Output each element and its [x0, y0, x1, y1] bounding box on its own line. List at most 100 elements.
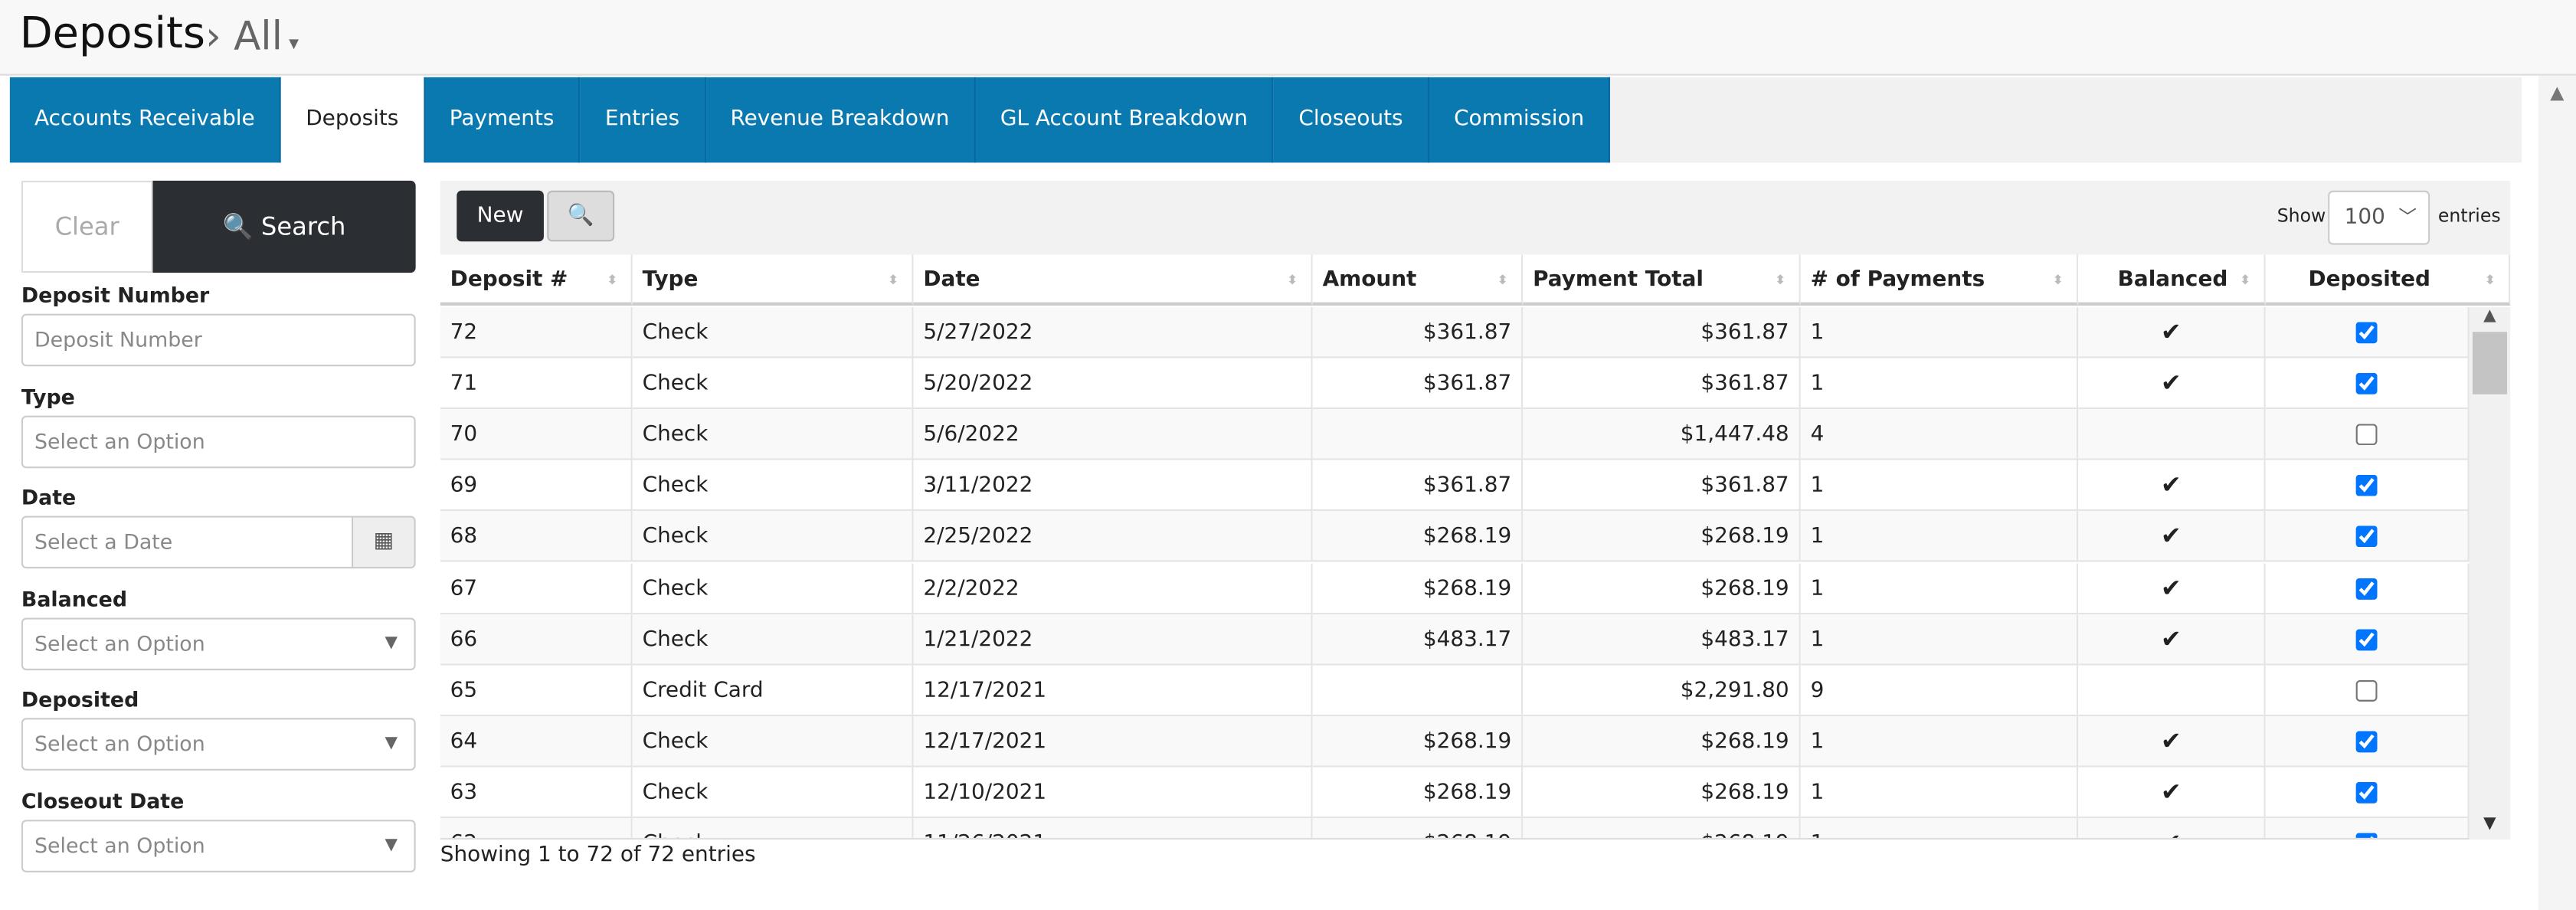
table-cell: [2265, 818, 2470, 838]
search-label: Search: [260, 211, 346, 242]
sort-icon: ⬍: [607, 273, 618, 288]
deposited-checkbox[interactable]: [2355, 475, 2378, 497]
breadcrumb[interactable]: › All ▾: [205, 13, 299, 59]
new-button[interactable]: New: [457, 190, 544, 242]
table-cell: 5/20/2022: [913, 358, 1313, 410]
sort-icon: ⬍: [1497, 273, 1508, 288]
show-label: Show: [2277, 205, 2326, 227]
tab[interactable]: Deposits: [281, 77, 425, 163]
column-header[interactable]: Date ⬍: [913, 254, 1313, 306]
column-header[interactable]: Balanced ⬍: [2078, 254, 2266, 306]
deposited-checkbox[interactable]: [2355, 322, 2378, 344]
table-cell: 4: [1800, 409, 2079, 460]
placeholder: Deposit Number: [34, 326, 202, 352]
deposited-checkbox[interactable]: [2355, 731, 2378, 752]
sort-icon: ⬍: [2052, 273, 2064, 288]
deposited-checkbox[interactable]: [2355, 577, 2378, 599]
check-icon: ✔: [2160, 521, 2182, 552]
filter-label: Type: [21, 383, 75, 408]
column-header[interactable]: Deposit # ⬍: [440, 254, 633, 306]
tab[interactable]: Accounts Receivable: [9, 77, 282, 163]
check-icon: ✔: [2160, 316, 2182, 347]
clear-button[interactable]: Clear: [21, 180, 153, 273]
filter-input[interactable]: Select an Option ▼: [21, 617, 416, 670]
column-header[interactable]: Amount ⬍: [1312, 254, 1524, 306]
column-header[interactable]: Payment Total ⬍: [1523, 254, 1801, 306]
table-cell: 66: [440, 614, 633, 665]
deposited-checkbox[interactable]: [2355, 833, 2378, 838]
deposited-checkbox[interactable]: [2355, 373, 2378, 394]
table-cell: [2265, 307, 2470, 358]
table-cell: [1312, 664, 1524, 716]
search-button[interactable]: 🔍 Search: [152, 180, 416, 273]
table-cell: $268.19: [1312, 715, 1524, 768]
deposited-checkbox[interactable]: [2355, 424, 2378, 446]
deposited-checkbox[interactable]: [2355, 526, 2378, 548]
tab[interactable]: Payments: [424, 77, 581, 163]
table-cell: 71: [440, 358, 633, 410]
table-cell: 1: [1800, 767, 2079, 818]
tab[interactable]: GL Account Breakdown: [975, 77, 1275, 163]
calendar-button[interactable]: ▦: [351, 516, 416, 569]
deposited-checkbox[interactable]: [2355, 679, 2378, 702]
filter-input[interactable]: Select a Date: [21, 516, 354, 569]
breadcrumb-label: All: [234, 13, 283, 60]
deposited-checkbox[interactable]: [2355, 781, 2378, 804]
table-cell: 62: [440, 818, 633, 838]
table-cell: $268.19: [1523, 511, 1801, 563]
table-cell: Credit Card: [632, 664, 914, 716]
table-cell: [2078, 409, 2266, 460]
table-cell: $1,447.48: [1523, 409, 1801, 460]
toolbar: New 🔍 Show 100 ﹀ entries: [440, 180, 2511, 255]
table-cell: 1: [1800, 614, 2079, 665]
filter-input[interactable]: Select an Option ▼: [21, 718, 416, 771]
deposited-checkbox[interactable]: [2355, 628, 2378, 650]
column-header[interactable]: Deposited ⬍: [2265, 254, 2511, 306]
check-icon: ✔: [2088, 818, 2254, 838]
table-cell: [2265, 664, 2470, 716]
table-cell: $361.87: [1312, 460, 1524, 512]
column-header[interactable]: Type ⬍: [632, 254, 914, 306]
table-cell: $361.87: [1523, 307, 1801, 358]
table-cell: 70: [440, 409, 633, 460]
placeholder: Select an Option: [34, 731, 205, 756]
page-scrollbar[interactable]: ▲: [2538, 75, 2576, 910]
table-info: Showing 1 to 72 of 72 entries: [440, 843, 756, 868]
filter-input[interactable]: Deposit Number: [21, 313, 416, 367]
table-cell: [2078, 664, 2266, 716]
tab[interactable]: Revenue Breakdown: [705, 77, 976, 163]
table-cell: ✔: [2078, 307, 2266, 358]
search-toggle[interactable]: 🔍: [547, 190, 615, 242]
filter-input[interactable]: Select an Option: [21, 414, 416, 468]
tab[interactable]: Entries: [580, 77, 706, 163]
sort-icon: ⬍: [887, 273, 899, 288]
filter-label: Deposit Number: [21, 282, 210, 308]
caret: ▼: [385, 633, 398, 652]
header: [0, 0, 2576, 76]
page-size-select[interactable]: 100 ﹀: [2328, 190, 2430, 245]
tab[interactable]: Commission: [1429, 77, 1611, 163]
table-cell: [2265, 715, 2470, 768]
table-cell: 64: [440, 715, 633, 768]
table-cell: [2265, 562, 2470, 614]
table-scrollbar[interactable]: ▲ ▼: [2469, 307, 2511, 840]
table-cell: $268.19: [1312, 511, 1524, 563]
placeholder: Select an Option: [34, 832, 205, 857]
table-cell: [2265, 358, 2470, 410]
table-cell: 2/25/2022: [913, 511, 1313, 563]
tab[interactable]: Closeouts: [1274, 77, 1429, 163]
table-cell: [2265, 409, 2470, 460]
filter-input[interactable]: Select an Option ▼: [21, 819, 416, 872]
table-cell: ✔: [2078, 511, 2266, 563]
table-cell: Check: [632, 562, 914, 614]
entries-label: entries: [2437, 205, 2501, 227]
table-cell: $361.87: [1523, 358, 1801, 410]
table-cell: $361.87: [1312, 358, 1524, 410]
column-header[interactable]: # of Payments ⬍: [1800, 254, 2079, 306]
check-icon: ✔: [2160, 624, 2182, 653]
table-cell: 63: [440, 767, 633, 818]
table-cell: 72: [440, 307, 633, 358]
table-cell: 68: [440, 511, 633, 563]
table-cell: 5/6/2022: [913, 409, 1313, 460]
